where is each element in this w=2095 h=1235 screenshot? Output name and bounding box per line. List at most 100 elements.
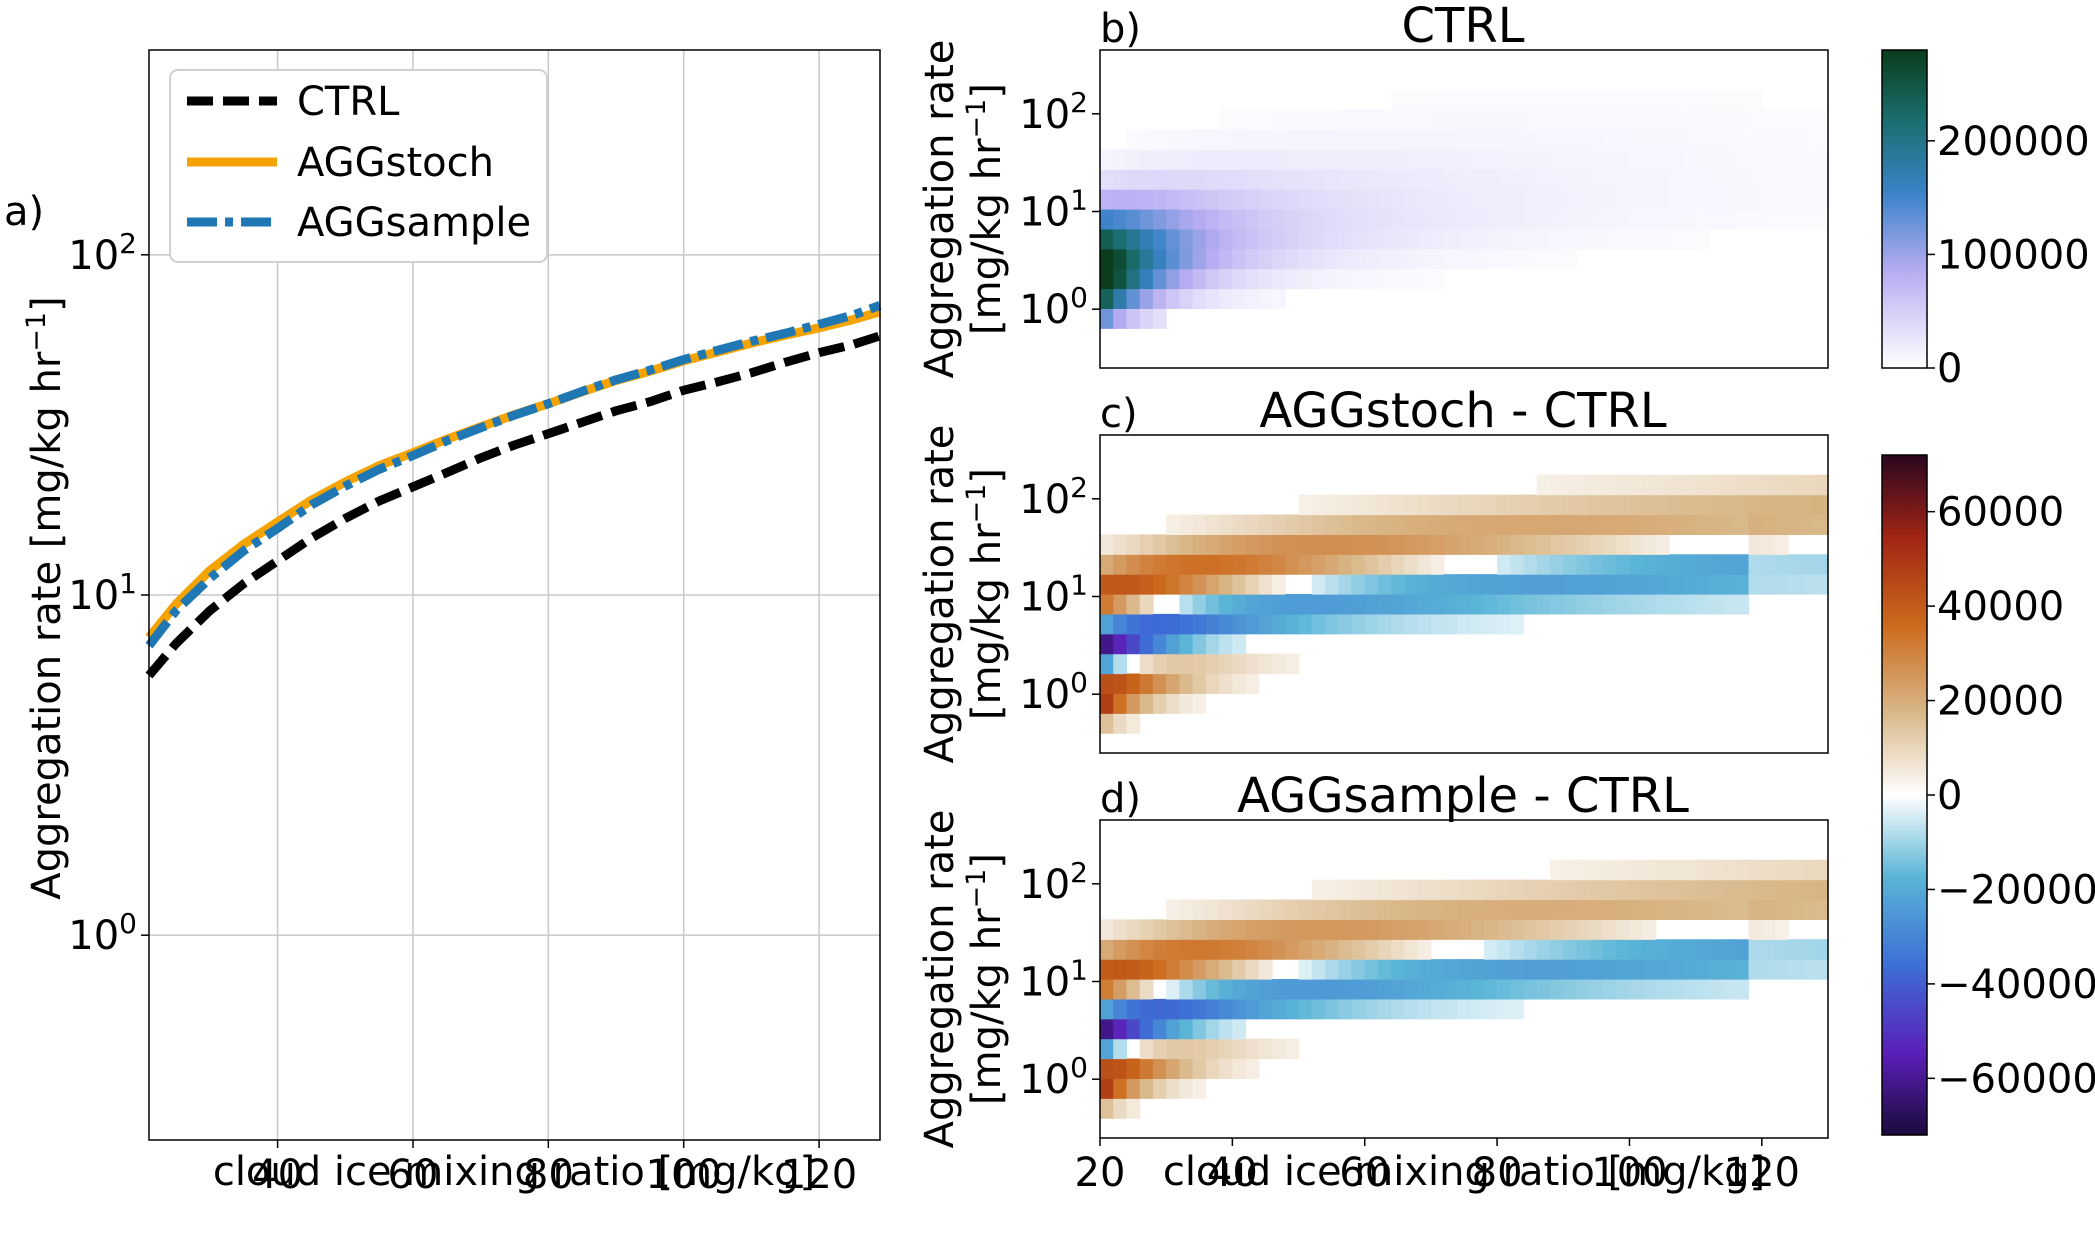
panel-b-cell [1325, 109, 1339, 131]
panel-c-cell [1563, 594, 1578, 615]
panel-c-cell [1258, 534, 1273, 555]
panel-c-cell [1205, 534, 1220, 555]
panel-b-cell [1801, 169, 1816, 190]
panel-b-cell [1113, 209, 1128, 230]
panel-b-cell [1417, 109, 1432, 131]
panel-b-cell [1113, 149, 1128, 170]
panel-d-cell [1245, 1038, 1260, 1060]
panel-d-x-tick-label: 80 [1472, 1150, 1523, 1196]
panel-c-cell [1113, 613, 1128, 635]
panel-b-cell [1563, 189, 1578, 210]
panel-b-cell [1682, 89, 1697, 111]
panel-b-cell [1523, 228, 1538, 250]
panel-c-cell [1245, 554, 1260, 575]
panel-d-cell [1669, 979, 1683, 1000]
panel-d-cell [1126, 939, 1141, 960]
panel-d-cell [1722, 939, 1736, 960]
panel-b-cell [1510, 89, 1525, 111]
panel-b-cell [1166, 288, 1181, 309]
panel-c-cell [1563, 534, 1578, 555]
panel-d-cell [1695, 879, 1710, 901]
panel-c-cell [1510, 554, 1525, 575]
panel-d-cell [1285, 939, 1300, 960]
panel-d-cell [1536, 919, 1551, 940]
panel-b-cell [1285, 228, 1300, 250]
panel-c-cell [1550, 494, 1564, 516]
panel-c-cell [1258, 554, 1273, 575]
colorbar-diverging-tick-label: −40000 [1937, 962, 2095, 1008]
panel-d-cell [1258, 939, 1273, 960]
panel-d-x-tick-label: 20 [1075, 1150, 1126, 1196]
panel-d-cell [1245, 998, 1260, 1020]
panel-b-cell [1377, 169, 1392, 190]
panel-c-frame [1099, 434, 1829, 754]
panel-c-cell [1510, 594, 1525, 615]
panel-b-cell [1523, 169, 1538, 190]
panel-d-cell [1205, 959, 1220, 980]
panel-d-cell [1100, 1078, 1114, 1099]
panel-b-cell [1152, 189, 1167, 210]
panel-b-cell [1139, 268, 1154, 290]
panel-b-cell [1245, 268, 1260, 290]
panel-b-cell [1325, 228, 1339, 250]
panel-b-y-ticks: 100 101 102 [1019, 86, 1100, 333]
panel-d-cell [1444, 998, 1458, 1020]
panel-d-cell [1576, 899, 1591, 920]
panel-d-cell [1364, 939, 1379, 960]
panel-b-cell [1219, 248, 1233, 270]
panel-b-cell [1285, 129, 1300, 150]
panel-d-cell [1708, 859, 1723, 881]
panel-c-cell [1748, 554, 1763, 575]
panel-b-cell [1219, 169, 1233, 190]
panel-b-cell [1510, 109, 1525, 131]
panel-b-cell [1152, 129, 1167, 150]
panel-c-cell [1430, 594, 1445, 615]
panel-d-cell [1152, 1018, 1167, 1040]
panel-c-cell [1311, 534, 1326, 555]
panel-b-cell [1536, 129, 1551, 150]
panel-d-cell [1364, 899, 1379, 920]
panel-b-cell [1536, 209, 1551, 230]
panel-d-cell [1139, 1018, 1154, 1040]
panel-b-cell [1735, 209, 1750, 230]
panel-b-cell [1338, 189, 1353, 210]
panel-d-cell [1602, 899, 1617, 920]
panel-c-cell [1669, 574, 1683, 595]
panel-c-cell [1152, 673, 1167, 694]
panel-b-cell [1497, 149, 1511, 170]
panel-d-cell [1735, 899, 1750, 920]
panel-c-cell [1272, 653, 1286, 675]
panel-c-cell [1364, 574, 1379, 595]
panel-b-cell [1377, 228, 1392, 250]
panel-d-cell [1695, 859, 1710, 881]
panel-b-cell [1298, 248, 1313, 270]
panel-c-cell [1589, 494, 1604, 516]
panel-b-cell [1139, 308, 1154, 329]
panel-c-cell [1152, 693, 1167, 714]
panel-b-cell [1642, 109, 1657, 131]
panel-c-cell [1179, 673, 1194, 694]
panel-c-cell [1113, 713, 1128, 734]
panel-b-cell [1166, 248, 1181, 270]
panel-d-cell [1152, 1078, 1167, 1099]
panel-b-cell [1814, 169, 1829, 190]
panel-c-cell [1576, 494, 1591, 516]
panel-c-cell [1457, 613, 1472, 635]
panel-d-x-ticks: 20 40 60 80 100 120 [1075, 1138, 1800, 1196]
panel-c-cell [1629, 574, 1644, 595]
panel-d-x-tick-label: 40 [1207, 1150, 1258, 1196]
panel-d-cell [1788, 859, 1803, 881]
panel-b-cell [1325, 169, 1339, 190]
panel-d-cell [1272, 979, 1286, 1000]
panel-d-label: d) [1100, 776, 1141, 822]
panel-c-cell [1166, 574, 1181, 595]
panel-c-cell [1404, 534, 1419, 555]
colorbar-sequential-tick-label: 0 [1937, 346, 1962, 392]
panel-c-cell [1470, 594, 1485, 615]
panel-b-cell [1788, 209, 1803, 230]
panel-d-cell [1497, 979, 1511, 1000]
panel-c-cell [1152, 613, 1167, 635]
panel-c-cell [1391, 554, 1406, 575]
panel-c-cell [1735, 494, 1750, 516]
